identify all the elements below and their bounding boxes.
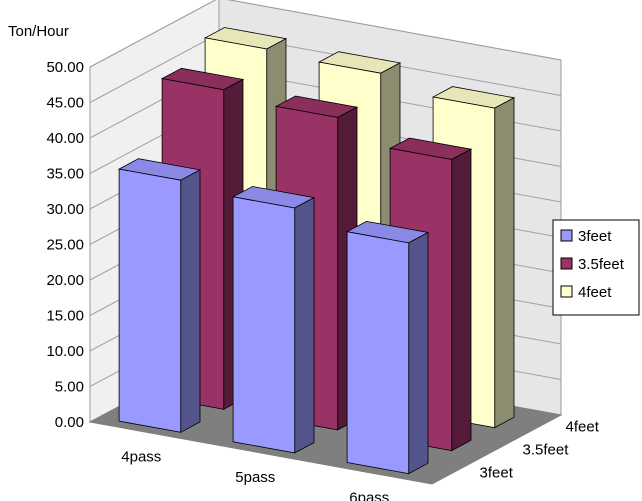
bar-side — [408, 231, 429, 475]
y-axis-label: Ton/Hour — [8, 23, 69, 40]
y-tick-label: 0.00 — [55, 414, 84, 431]
x-tick-label: 4pass — [121, 448, 161, 465]
x-tick-labels: 4pass 5pass 6pass — [121, 448, 389, 501]
bar — [345, 220, 430, 475]
depth-tick-label: 3feet — [480, 465, 514, 482]
legend-swatch — [560, 229, 573, 242]
legend-label: 3feet — [578, 228, 612, 245]
bar-front — [232, 196, 296, 454]
y-tick-label: 20.00 — [46, 272, 84, 289]
bar-side — [451, 148, 472, 452]
y-tick-label: 50.00 — [46, 59, 84, 76]
y-tick-label: 15.00 — [46, 308, 84, 325]
bar-side — [294, 196, 315, 454]
y-tick-label: 5.00 — [55, 379, 84, 396]
bar-side — [494, 97, 515, 429]
legend-swatch — [560, 257, 573, 270]
bar-front — [346, 231, 410, 475]
y-tick-label: 45.00 — [46, 95, 84, 112]
legend-label: 3.5feet — [578, 256, 625, 273]
legend: 3feet 3.5feet 4feet — [552, 219, 640, 316]
y-tick-labels: 0.00 5.00 10.00 15.00 20.00 25.00 30.00 35.00 40… — [46, 59, 84, 431]
bars — [117, 27, 516, 475]
x-tick-label: 5pass — [235, 469, 275, 486]
bar — [117, 158, 202, 433]
bar-front — [118, 168, 182, 433]
legend-label: 4feet — [578, 284, 612, 301]
bar-side — [180, 169, 201, 433]
x-tick-label: 6pass — [349, 490, 389, 501]
depth-tick-label: 4feet — [566, 419, 600, 436]
depth-tick-labels: 3feet 3.5feet 4feet — [480, 419, 600, 482]
bar — [231, 186, 316, 454]
gridline — [89, 0, 562, 68]
y-tick-label: 10.00 — [46, 343, 84, 360]
depth-tick-label: 3.5feet — [523, 442, 570, 459]
y-tick-label: 25.00 — [46, 237, 84, 254]
legend-swatch — [560, 285, 573, 298]
y-tick-label: 40.00 — [46, 130, 84, 147]
y-tick-label: 35.00 — [46, 166, 84, 183]
y-tick-label: 30.00 — [46, 201, 84, 218]
